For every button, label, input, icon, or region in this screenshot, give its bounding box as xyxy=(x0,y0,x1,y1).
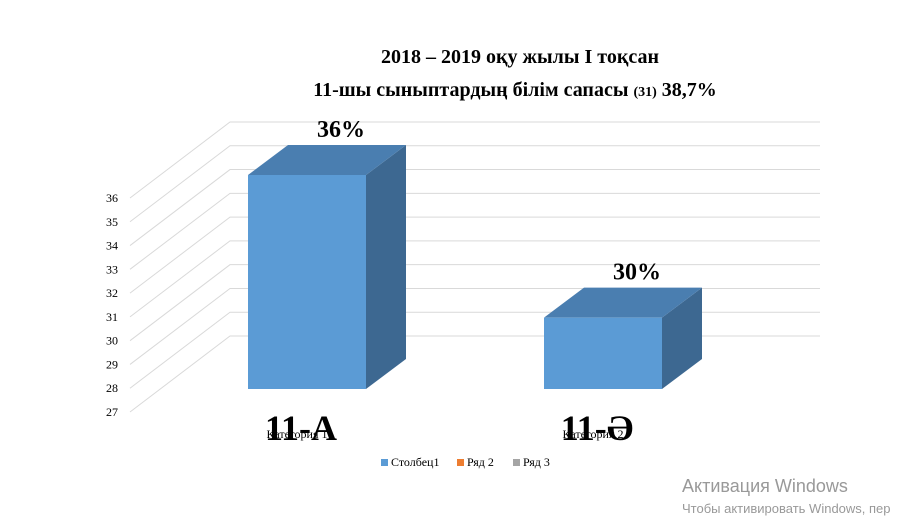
x-tick-label: Категория 1 xyxy=(267,427,328,441)
grid-line xyxy=(129,121,820,199)
y-tick-label: 33 xyxy=(106,262,118,276)
y-tick-label: 29 xyxy=(106,357,118,371)
bar xyxy=(544,317,662,389)
y-tick-label: 30 xyxy=(106,334,118,348)
title-line-1: 2018 – 2019 оқу жылы I тоқсан xyxy=(381,46,659,68)
data-label: 30% xyxy=(613,260,661,286)
grid-line xyxy=(129,264,820,342)
grid-line xyxy=(129,192,820,270)
legend-swatch xyxy=(513,459,520,466)
y-tick-label: 34 xyxy=(106,239,118,253)
legend-label: Столбец1 xyxy=(391,455,439,469)
grid-line xyxy=(129,216,820,294)
bar-side xyxy=(662,287,702,389)
watermark-text: Чтобы активировать Windows, пер xyxy=(682,501,891,516)
legend-label: Ряд 2 xyxy=(467,455,494,469)
category-annotation: 11-А xyxy=(265,408,337,448)
grid-line xyxy=(129,169,820,246)
legend-swatch xyxy=(381,459,388,466)
grid-line xyxy=(129,335,820,413)
grid-line xyxy=(129,145,820,223)
y-tick-label: 27 xyxy=(106,405,118,419)
legend-swatch xyxy=(457,459,464,466)
watermark-title: Активация Windows xyxy=(682,476,848,496)
y-tick-label: 36 xyxy=(106,191,118,205)
bar-top xyxy=(544,287,702,318)
y-tick-label: 32 xyxy=(106,286,118,300)
grid-line xyxy=(129,311,820,389)
y-tick-label: 31 xyxy=(106,310,118,324)
title-part: 38,7% xyxy=(657,79,717,101)
grid-line xyxy=(129,287,820,365)
y-tick-label: 28 xyxy=(106,381,118,395)
title-part: 11-шы сыныптардың білім сапасы xyxy=(313,79,633,101)
bar-top xyxy=(248,145,406,175)
category-annotation: 11-Ә xyxy=(561,408,634,448)
legend-label: Ряд 3 xyxy=(523,455,550,469)
grid-line xyxy=(129,240,820,318)
data-label: 36% xyxy=(317,117,365,143)
bar-side xyxy=(366,145,406,389)
title-part: (31) xyxy=(633,85,657,100)
bar xyxy=(248,175,366,389)
y-tick-label: 35 xyxy=(106,215,118,229)
title-line-2: 11-шы сыныптардың білім сапасы (31) 38,7… xyxy=(313,79,717,101)
x-tick-label: Категория 2 xyxy=(563,427,624,441)
